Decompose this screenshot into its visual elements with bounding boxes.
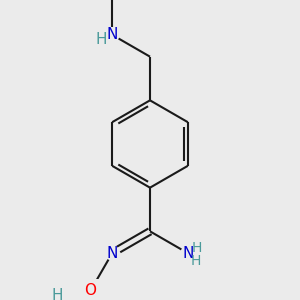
Text: N: N — [106, 246, 118, 261]
Text: N: N — [106, 27, 118, 42]
Text: N: N — [182, 246, 194, 261]
Text: H: H — [95, 32, 107, 47]
Text: O: O — [84, 284, 96, 298]
Text: H: H — [192, 241, 202, 255]
Text: H: H — [191, 254, 201, 268]
Text: H: H — [52, 288, 63, 300]
